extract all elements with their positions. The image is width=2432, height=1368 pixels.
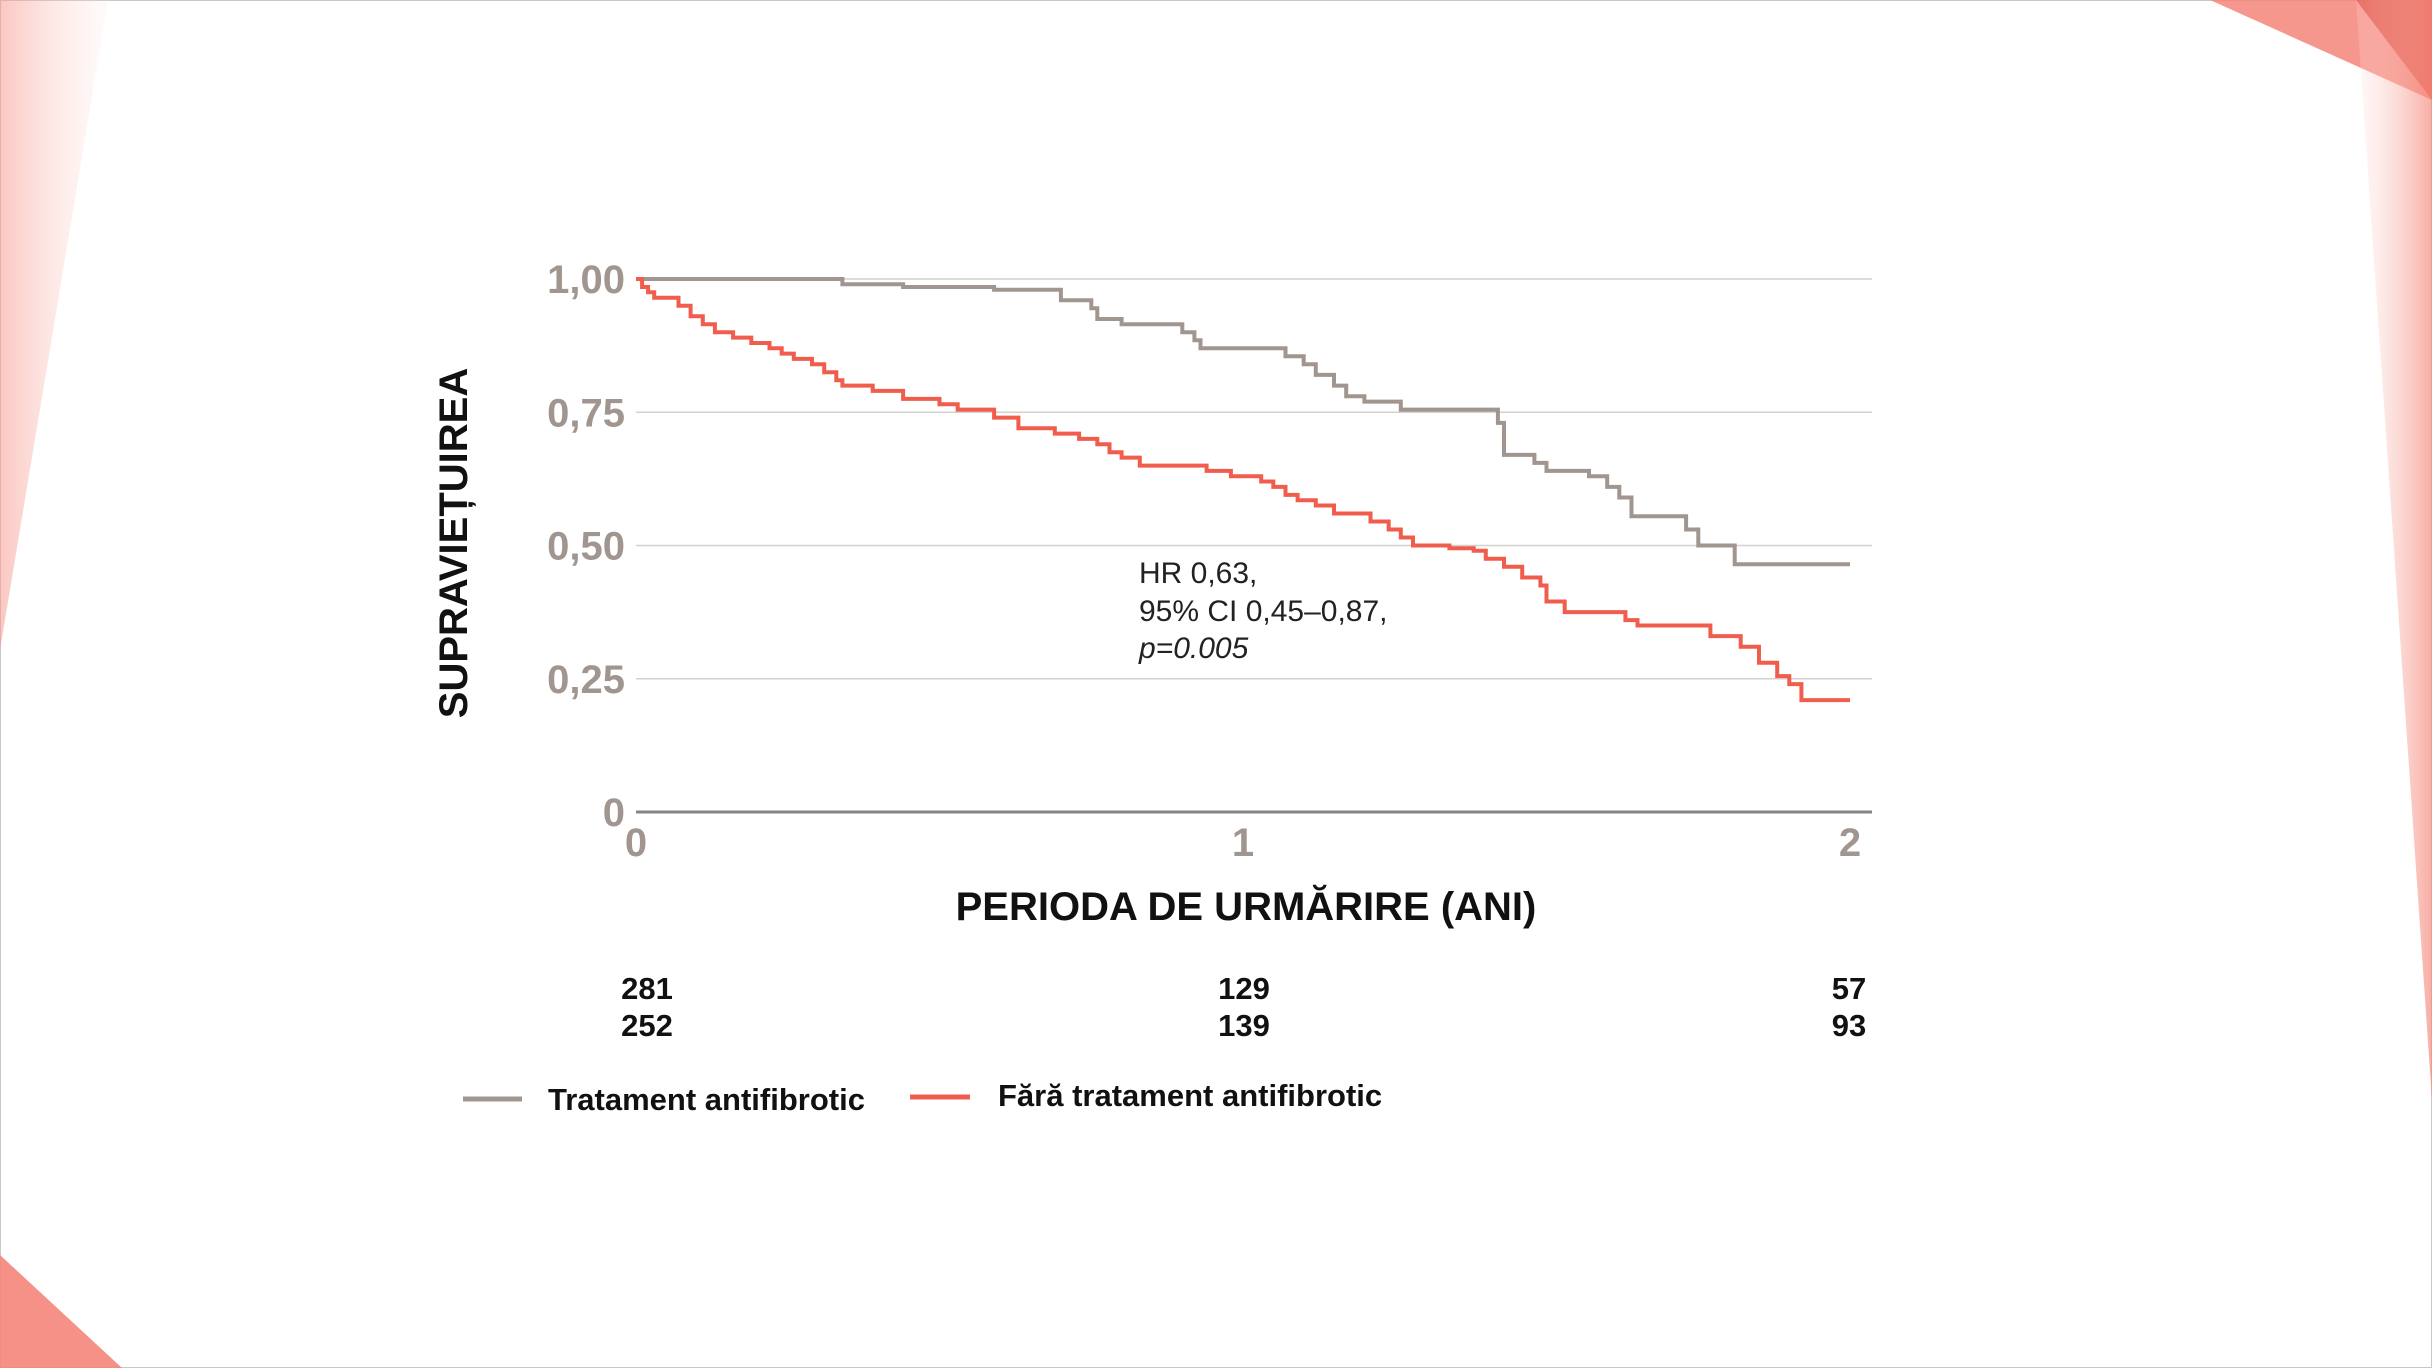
legend-label-untreated: Fără tratament antifibrotic	[998, 1078, 1382, 1113]
deco-shape-left	[0, 0, 108, 650]
legend-item-untreated: Fără tratament antifibrotic	[910, 1078, 1382, 1113]
y-tick-label: 1,00	[547, 258, 625, 302]
risk-row-treated: 281 129 57	[621, 971, 1866, 1006]
y-tick-label: 0,25	[547, 658, 625, 702]
annotation-ci: 95% CI 0,45–0,87,	[1139, 595, 1388, 628]
legend-label-treated: Tratament antifibrotic	[548, 1082, 865, 1117]
y-axis-ticks: 0 0,25 0,50 0,75 1,00	[547, 258, 625, 835]
risk-count: 252	[621, 1008, 673, 1043]
y-tick-label: 0,50	[547, 525, 625, 569]
risk-count: 281	[621, 971, 673, 1006]
annotation-p-value: p=0.005	[1138, 632, 1249, 665]
series-line-treated	[636, 277, 1850, 567]
risk-count: 93	[1832, 1008, 1866, 1043]
y-tick-label: 0	[603, 791, 625, 835]
deco-shape-bottom-left	[0, 1255, 122, 1368]
x-axis-title: PERIODA DE URMĂRIRE (ANI)	[956, 884, 1537, 929]
y-axis-title: SUPRAVIEȚUIREA	[432, 368, 476, 718]
risk-row-untreated: 252 139 93	[621, 1008, 1866, 1043]
annotation-hr: HR 0,63,	[1139, 557, 1257, 590]
legend: Tratament antifibrotic Fără tratament an…	[463, 1078, 1382, 1117]
x-tick-label: 1	[1232, 821, 1254, 865]
y-tick-label: 0,75	[547, 391, 625, 435]
deco-shape-right	[2356, 0, 2432, 1100]
x-tick-label: 0	[625, 821, 647, 865]
series-lines	[636, 277, 1850, 703]
legend-item-treated: Tratament antifibrotic	[463, 1082, 865, 1117]
series-line-untreated	[636, 277, 1850, 703]
x-tick-label: 2	[1839, 821, 1861, 865]
x-axis-ticks: 0 1 2	[625, 821, 1861, 865]
risk-table: 281 129 57 252 139 93	[621, 971, 1866, 1043]
risk-count: 129	[1218, 971, 1270, 1006]
risk-count: 57	[1832, 971, 1866, 1006]
risk-count: 139	[1218, 1008, 1270, 1043]
hazard-ratio-annotation: HR 0,63, 95% CI 0,45–0,87, p=0.005	[1138, 557, 1388, 665]
